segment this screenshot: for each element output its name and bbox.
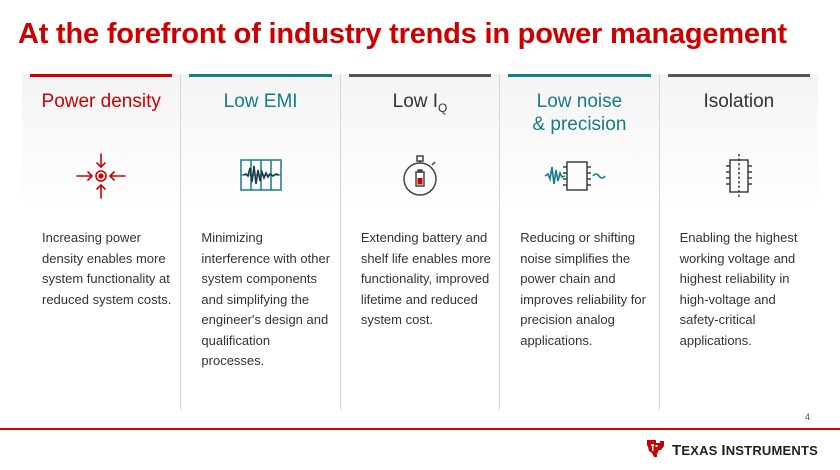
column-low-iq: Low IQ Extending battery and shelf life …: [340, 74, 501, 410]
column-accent-bar: [348, 74, 492, 77]
emi-waveform-icon: [229, 148, 293, 209]
stopwatch-battery-icon: [388, 148, 452, 209]
heading-line-2: & precision: [532, 114, 627, 135]
column-accent-bar: [30, 74, 173, 77]
slide-title: At the forefront of industry trends in p…: [18, 18, 787, 50]
footer-divider: [0, 428, 840, 430]
column-low-emi: Low EMI Minimizing interference with oth…: [181, 74, 341, 410]
power-density-icon: [69, 148, 133, 209]
column-heading: Low IQ: [341, 90, 499, 120]
column-heading: Isolation: [703, 91, 775, 112]
page-number: 4: [804, 412, 810, 422]
column-description: Increasing power density enables more sy…: [42, 230, 172, 307]
column-low-noise-precision: Low noise & precision: [500, 74, 660, 410]
column-accent-bar: [189, 74, 332, 77]
trend-columns: Power density: [22, 74, 819, 410]
isolation-chip-icon: [707, 148, 771, 209]
noise-chip-icon: [539, 148, 619, 209]
column-description: Enabling the highest working voltage and…: [679, 230, 798, 348]
column-heading: Low noise & precision: [500, 90, 658, 136]
column-heading: Power density: [41, 91, 161, 112]
column-description: Extending battery and shelf life enables…: [360, 230, 491, 327]
heading-main-text: Low I: [392, 91, 439, 112]
column-power-density: Power density: [22, 74, 182, 410]
column-isolation: Isolation Enabling the highest working v…: [659, 74, 819, 410]
column-description: Reducing or shifting noise simplifies th…: [520, 230, 646, 348]
heading-subscript: Q: [438, 100, 448, 115]
column-accent-bar: [667, 74, 811, 77]
column-accent-bar: [508, 74, 651, 77]
column-heading: Low EMI: [223, 91, 298, 112]
company-logo: TEXAS INSTRUMENTS: [644, 437, 818, 464]
heading-line-1: Low noise: [536, 91, 623, 112]
texas-instruments-logo-icon: [644, 437, 666, 464]
column-description: Minimizing interference with other syste…: [201, 230, 331, 368]
logo-wordmark: TEXAS INSTRUMENTS: [671, 442, 818, 459]
